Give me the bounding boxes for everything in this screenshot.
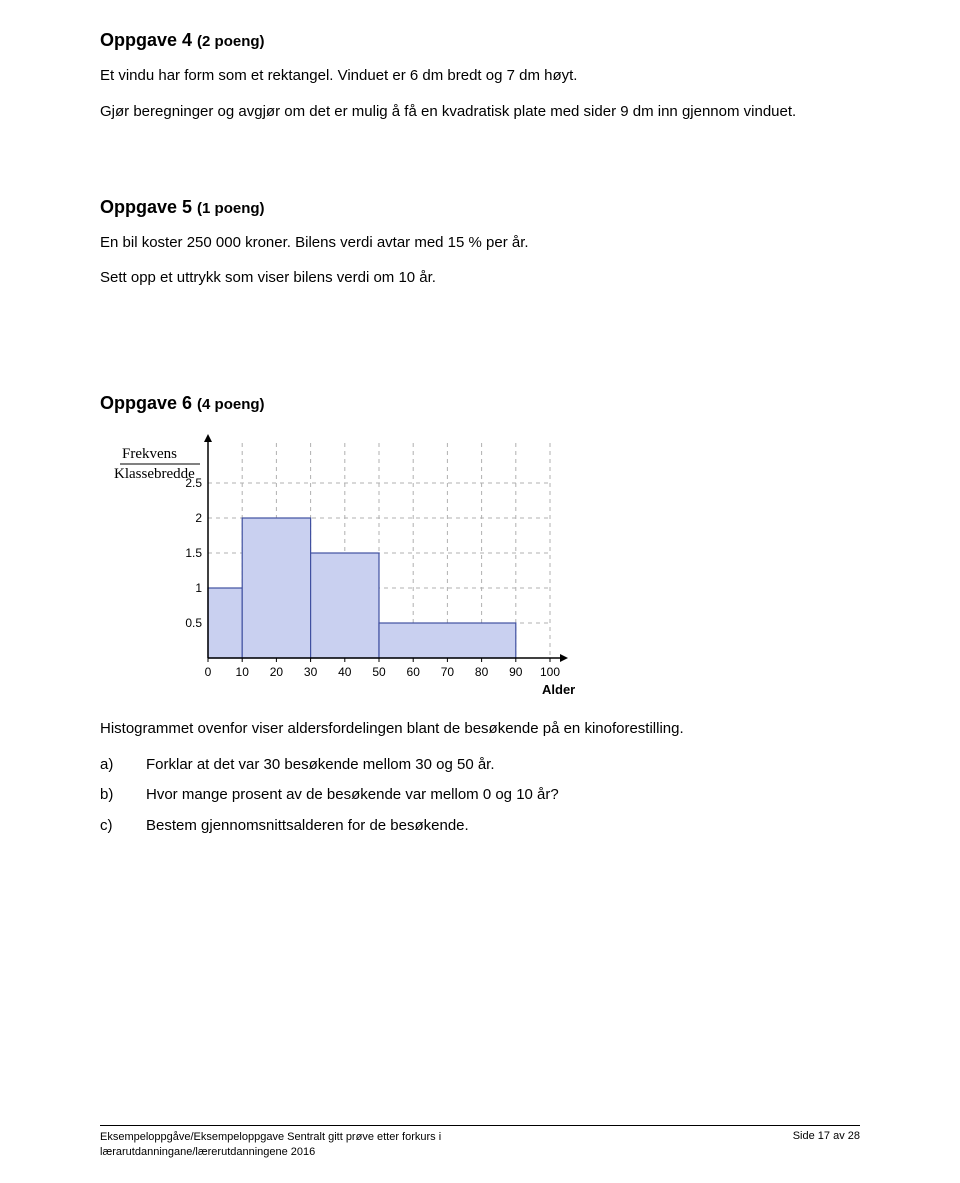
task5-heading: Oppgave 5	[100, 197, 192, 217]
task6-intro: Histogrammet ovenfor viser aldersfordeli…	[100, 718, 860, 740]
svg-text:0: 0	[205, 665, 212, 679]
svg-text:1.5: 1.5	[185, 546, 202, 560]
footer-left-line1: Eksempeloppgåve/Eksempeloppgave Sentralt…	[100, 1131, 441, 1143]
task4-para1: Et vindu har form som et rektangel. Vind…	[100, 65, 860, 87]
task6-b-text: Hvor mange prosent av de besøkende var m…	[146, 784, 559, 807]
svg-text:Klassebredde: Klassebredde	[114, 466, 195, 482]
svg-text:Alder: Alder	[542, 682, 575, 697]
task6-sublist: a) Forklar at det var 30 besøkende mello…	[100, 754, 860, 838]
footer-left-line2: lærarutdanningane/lærerutdanningene 2016	[100, 1146, 315, 1158]
task5-para1: En bil koster 250 000 kroner. Bilens ver…	[100, 232, 860, 254]
histogram-chart: Frekvens Klassebredde 0.5 1 1.5 2 2.5 0 10 20 30 40…	[100, 428, 580, 698]
svg-text:70: 70	[441, 665, 455, 679]
task5-points: (1 poeng)	[197, 200, 265, 217]
task6-c-letter: c)	[100, 815, 146, 838]
svg-text:10: 10	[236, 665, 250, 679]
task6-title: Oppgave 6 (4 poeng)	[100, 393, 860, 414]
footer-right: Side 17 av 28	[793, 1130, 860, 1159]
task4-points: (2 poeng)	[197, 33, 265, 50]
svg-text:80: 80	[475, 665, 489, 679]
task6-a-letter: a)	[100, 754, 146, 777]
svg-text:1: 1	[195, 581, 202, 595]
task6-c-text: Bestem gjennomsnittsalderen for de besøk…	[146, 815, 469, 838]
svg-text:30: 30	[304, 665, 318, 679]
task6-b-letter: b)	[100, 784, 146, 807]
svg-text:90: 90	[509, 665, 523, 679]
task6-a-text: Forklar at det var 30 besøkende mellom 3…	[146, 754, 495, 777]
task6-heading: Oppgave 6	[100, 393, 192, 413]
page-footer: Eksempeloppgåve/Eksempeloppgave Sentralt…	[100, 1125, 860, 1159]
task4-title: Oppgave 4 (2 poeng)	[100, 30, 860, 51]
svg-text:60: 60	[407, 665, 421, 679]
svg-text:0.5: 0.5	[185, 616, 202, 630]
svg-text:40: 40	[338, 665, 352, 679]
task4-heading: Oppgave 4	[100, 30, 192, 50]
svg-text:100: 100	[540, 665, 560, 679]
svg-text:2: 2	[195, 511, 202, 525]
task5-title: Oppgave 5 (1 poeng)	[100, 197, 860, 218]
task6-points: (4 poeng)	[197, 396, 265, 413]
svg-text:50: 50	[372, 665, 386, 679]
svg-text:2.5: 2.5	[185, 476, 202, 490]
svg-text:20: 20	[270, 665, 284, 679]
task4-para2: Gjør beregninger og avgjør om det er mul…	[100, 101, 860, 123]
svg-text:Frekvens: Frekvens	[122, 446, 177, 462]
task5-para2: Sett opp et uttrykk som viser bilens ver…	[100, 267, 860, 289]
